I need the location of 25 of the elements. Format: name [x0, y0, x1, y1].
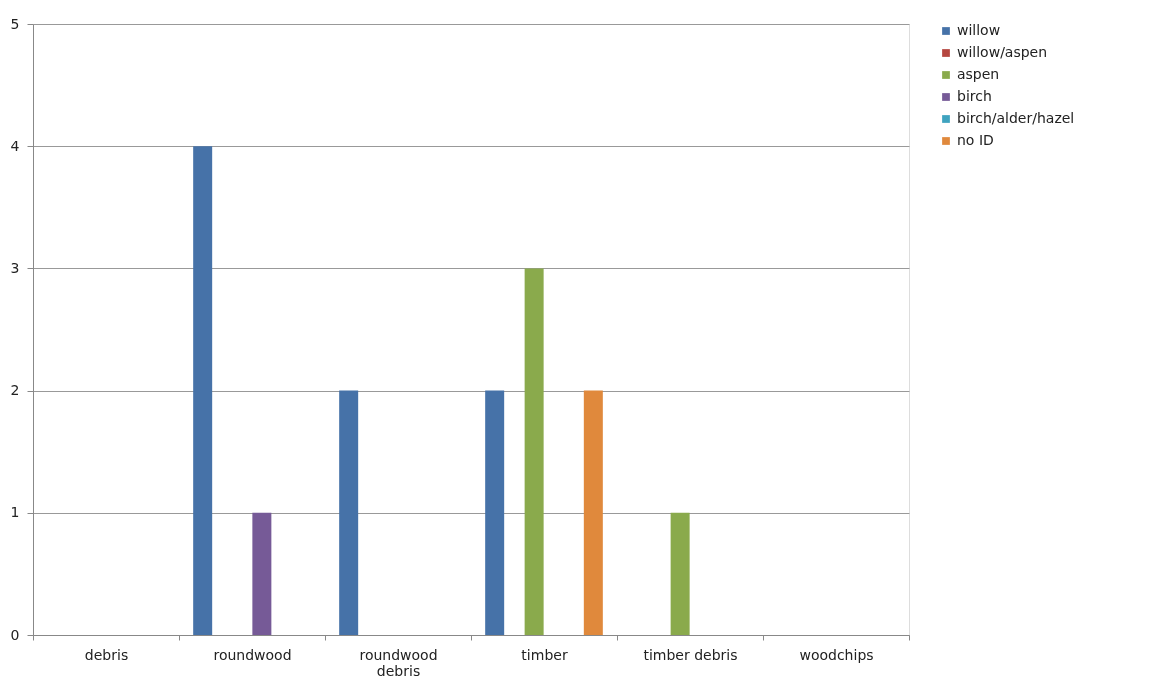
legend-label: aspen — [957, 66, 1000, 82]
legend-label: willow — [957, 22, 1001, 38]
y-tick-label: 4 — [10, 137, 20, 154]
bar — [583, 390, 603, 635]
y-tick-label: 0 — [10, 626, 20, 643]
legend-label: birch — [957, 88, 992, 104]
x-tick-label: roundwood — [213, 646, 292, 663]
legend-label: willow/aspen — [957, 44, 1048, 60]
bar — [193, 146, 213, 635]
bar — [485, 390, 505, 635]
x-tick-label: roundwood debris — [359, 646, 438, 679]
y-tick-label: 5 — [10, 15, 20, 32]
x-tick-label: timber — [521, 646, 568, 663]
bar — [524, 268, 544, 635]
y-tick-label: 3 — [10, 259, 20, 276]
x-tick-label: debris — [84, 646, 129, 663]
bar — [252, 512, 272, 635]
bar — [670, 512, 690, 635]
x-tick-label: woodchips — [799, 646, 874, 663]
y-tick-label: 1 — [10, 504, 20, 521]
legend-label: no ID — [957, 132, 994, 148]
y-tick-label: 2 — [10, 382, 20, 399]
x-tick-label: timber debris — [643, 646, 738, 663]
legend-label: birch/alder/hazel — [957, 110, 1075, 126]
bar — [339, 390, 359, 635]
